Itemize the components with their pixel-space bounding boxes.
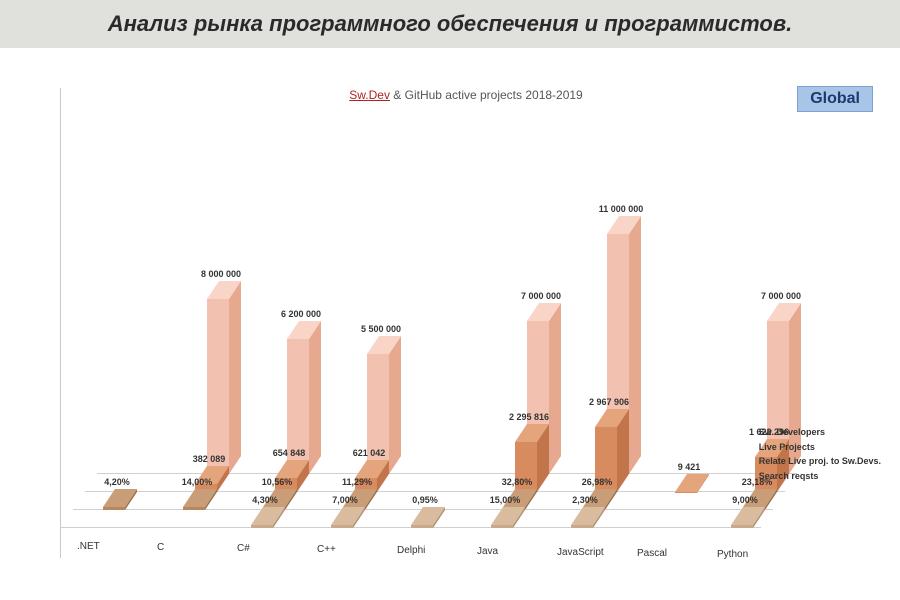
value-label: 15,00% [480,495,530,505]
legend-item: Sw. Developers [759,425,881,439]
value-label: 2 967 906 [584,397,634,407]
bar [675,474,709,492]
page-header: Анализ рынка программного обеспечения и … [0,0,900,48]
bar [103,489,137,510]
value-label: 26,98% [572,477,622,487]
value-label: 4,30% [240,495,290,505]
legend-item: Relate Live proj. to Sw.Devs. [759,454,881,468]
value-label: 14,00% [172,477,222,487]
category-label: Python [717,549,748,560]
value-label: 11 000 000 [596,204,646,214]
value-label: 9 421 [664,462,714,472]
value-label: 9,00% [720,495,770,505]
value-label: 621 042 [344,448,394,458]
value-label: 4,20% [92,477,142,487]
plot-area: .NET 4,20% C 8 000 000 382 089 14,00% C# 6 200 … [61,138,871,558]
value-label: 11,29% [332,477,382,487]
value-label: 2 295 816 [504,412,554,422]
bar [251,507,285,528]
bar [207,281,241,474]
category-label: JavaScript [557,547,604,558]
bar [571,507,605,528]
legend-item: Live Projects [759,440,881,454]
category-label: C [157,542,164,553]
value-label: 6 200 000 [276,309,326,319]
category-label: C++ [317,544,336,555]
value-label: 32,80% [492,477,542,487]
value-label: 5 500 000 [356,324,406,334]
bar [731,507,765,528]
bar [275,460,309,492]
value-label: 10,56% [252,477,302,487]
chart-title-accent: Sw.Dev [349,88,390,102]
chart-title-rest: & GitHub active projects 2018-2019 [390,88,583,102]
bar [411,507,445,528]
value-label: 2,30% [560,495,610,505]
legend: Sw. Developers Live Projects Relate Live… [759,425,881,483]
category-label: .NET [77,541,100,552]
page-title: Анализ рынка программного обеспечения и … [108,11,793,37]
value-label: 654 848 [264,448,314,458]
value-label: 0,95% [400,495,450,505]
bar [183,489,217,510]
chart-container: Sw.Dev & GitHub active projects 2018-201… [60,88,871,558]
value-label: 8 000 000 [196,269,246,279]
bar [331,507,365,528]
bar [491,507,525,528]
chart-title: Sw.Dev & GitHub active projects 2018-201… [61,88,871,102]
value-label: 7,00% [320,495,370,505]
value-label: 382 089 [184,454,234,464]
value-label: 7 000 000 [756,291,806,301]
value-label: 7 000 000 [516,291,566,301]
global-badge: Global [797,86,873,112]
legend-item: Search reqsts [759,469,881,483]
category-label: Pascal [637,548,667,559]
category-label: Java [477,546,498,557]
category-label: C# [237,543,250,554]
category-label: Delphi [397,545,425,556]
